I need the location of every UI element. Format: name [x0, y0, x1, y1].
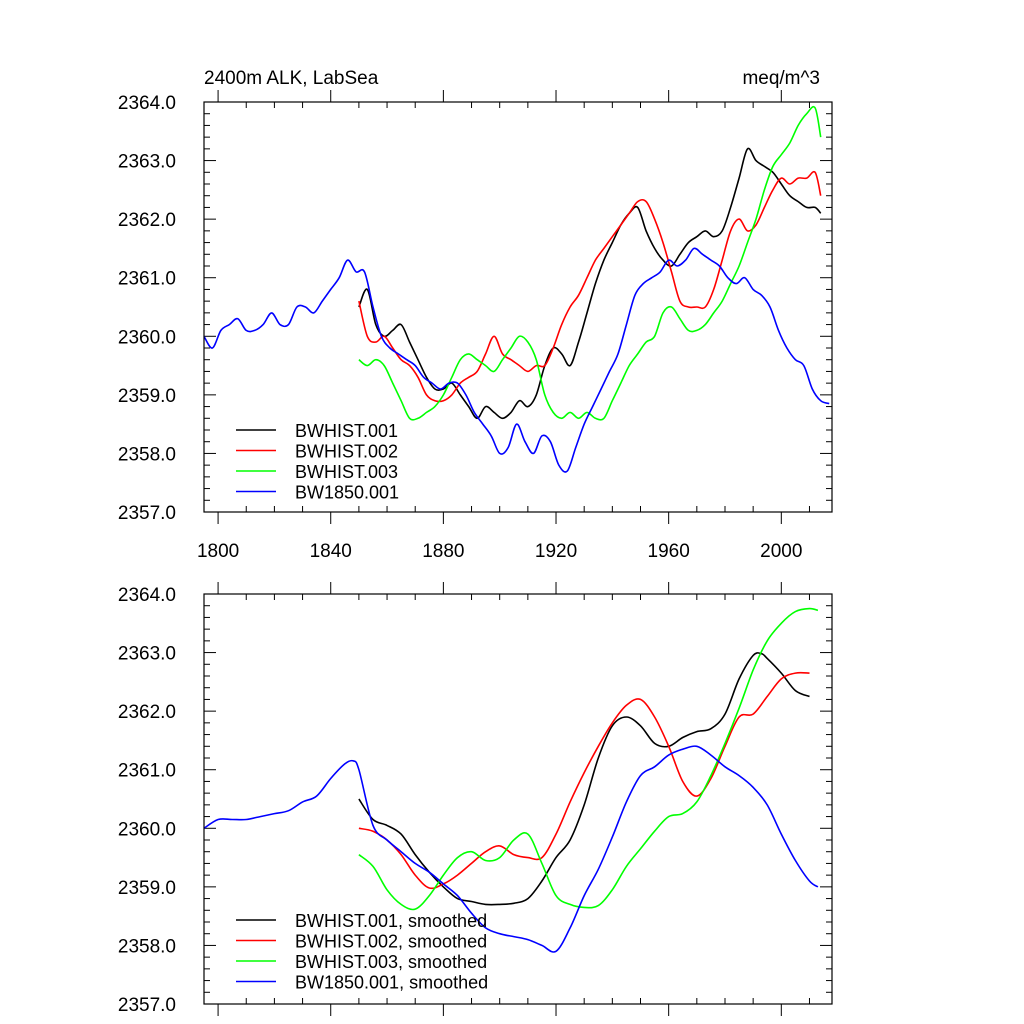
bottom-panel-frame: [203, 593, 833, 1005]
series-line-2: [358, 170, 822, 403]
top-panel-x-tick-labels: 1800 1840 1880 1920 1960 2000: [197, 541, 803, 562]
x-tick-label: 1960: [648, 541, 690, 562]
series-line-2: [358, 671, 810, 890]
bottom-panel-ticks: [204, 582, 832, 1016]
bottom-panel-y-tick-labels: 2357.0 2358.0 2359.0 2360.0 2361.0 2362.0 2363…: [118, 585, 176, 1016]
y-tick-label: 2358.0: [118, 936, 176, 957]
legend-label: BW1850.001: [295, 483, 399, 503]
legend-label: BW1850.001, smoothed: [295, 973, 488, 993]
y-tick-label: 2359.0: [118, 386, 176, 407]
legend-label: BWHIST.003: [295, 462, 398, 482]
top-panel-frame: [203, 101, 833, 513]
series-line-4: [203, 745, 819, 953]
bottom-panel: 2357.0 2358.0 2359.0 2360.0 2361.0 2362.0 2363…: [118, 582, 833, 1016]
x-tick-label: 1800: [197, 541, 239, 562]
y-tick-label: 2357.0: [118, 503, 176, 524]
y-tick-label: 2362.0: [118, 702, 176, 723]
legend-label: BWHIST.002, smoothed: [295, 932, 487, 952]
bottom-panel-series: [203, 607, 819, 953]
legend-label: BWHIST.001, smoothed: [295, 911, 487, 931]
y-tick-label: 2364.0: [118, 585, 176, 606]
legend-label: BWHIST.001: [295, 421, 398, 441]
series-line-4: [203, 247, 830, 473]
y-tick-label: 2361.0: [118, 269, 176, 290]
y-tick-label: 2358.0: [118, 444, 176, 465]
y-tick-label: 2359.0: [118, 878, 176, 899]
y-tick-label: 2357.0: [118, 995, 176, 1016]
x-tick-label: 1880: [422, 541, 464, 562]
series-line-1: [358, 147, 822, 420]
x-tick-label: 1920: [535, 541, 577, 562]
top-panel-ticks: [204, 90, 832, 524]
top-panel-y-tick-labels: 2357.0 2358.0 2359.0 2360.0 2361.0 2362.0 2363…: [118, 93, 176, 524]
series-line-1: [358, 652, 810, 906]
x-tick-label: 1840: [310, 541, 352, 562]
y-tick-label: 2363.0: [118, 644, 176, 665]
series-line-3: [358, 607, 819, 911]
series-line-3: [358, 105, 822, 421]
top-panel-units: meq/m^3: [742, 68, 820, 89]
y-tick-label: 2364.0: [118, 93, 176, 114]
x-tick-label: 2000: [760, 541, 802, 562]
top-panel: 2400m ALK, LabSea meq/m^3 2357.02358.023…: [118, 68, 833, 562]
y-tick-label: 2360.0: [118, 327, 176, 348]
y-tick-label: 2363.0: [118, 152, 176, 173]
y-tick-label: 2362.0: [118, 210, 176, 231]
top-panel-series: [203, 105, 830, 473]
y-tick-label: 2360.0: [118, 819, 176, 840]
top-panel-title: 2400m ALK, LabSea: [204, 68, 379, 89]
y-tick-label: 2361.0: [118, 761, 176, 782]
legend-label: BWHIST.002: [295, 442, 398, 462]
legend-label: BWHIST.003, smoothed: [295, 952, 487, 972]
